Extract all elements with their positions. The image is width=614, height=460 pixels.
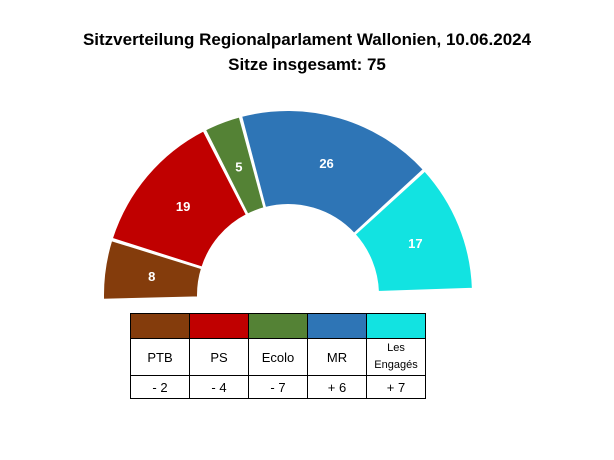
slice-ps bbox=[110, 129, 249, 269]
legend-change-ecolo: - 7 bbox=[248, 375, 308, 399]
slice-les-engag-s bbox=[353, 169, 474, 293]
legend-party-ecolo: Ecolo bbox=[248, 338, 308, 376]
seat-label-ptb: 8 bbox=[148, 269, 155, 284]
slice-ptb bbox=[102, 238, 204, 300]
chart-subtitle: Sitze insgesamt: 75 bbox=[228, 55, 386, 74]
legend-swatch-ps bbox=[189, 313, 249, 339]
chart-title: Sitzverteilung Regionalparlament Walloni… bbox=[82, 30, 532, 49]
slice-mr bbox=[239, 109, 426, 236]
seat-label-mr: 26 bbox=[319, 156, 333, 171]
legend-swatch-mr bbox=[307, 313, 367, 339]
legend-swatch-ptb bbox=[130, 313, 190, 339]
seat-label-les-engag-s: 17 bbox=[408, 236, 422, 251]
party-legend-table: PTB PS Ecolo MR Les Engagés - 2 - 4 - 7 … bbox=[130, 313, 426, 399]
legend-party-mr: MR bbox=[307, 338, 367, 376]
seat-label-ps: 19 bbox=[176, 199, 190, 214]
legend-change-ps: - 4 bbox=[189, 375, 249, 399]
legend-party-ps: PS bbox=[189, 338, 249, 376]
legend-party-ptb: PTB bbox=[130, 338, 190, 376]
legend-party-les-engages: Les Engagés bbox=[366, 338, 426, 376]
legend-swatch-ecolo bbox=[248, 313, 308, 339]
seat-distribution-chart: 8 19 5 26 17 bbox=[102, 109, 474, 300]
legend-swatch-les-engages bbox=[366, 313, 426, 339]
legend-change-ptb: - 2 bbox=[130, 375, 190, 399]
legend-change-mr: + 6 bbox=[307, 375, 367, 399]
legend-change-les-engages: + 7 bbox=[366, 375, 426, 399]
seat-label-ecolo: 5 bbox=[235, 160, 242, 175]
